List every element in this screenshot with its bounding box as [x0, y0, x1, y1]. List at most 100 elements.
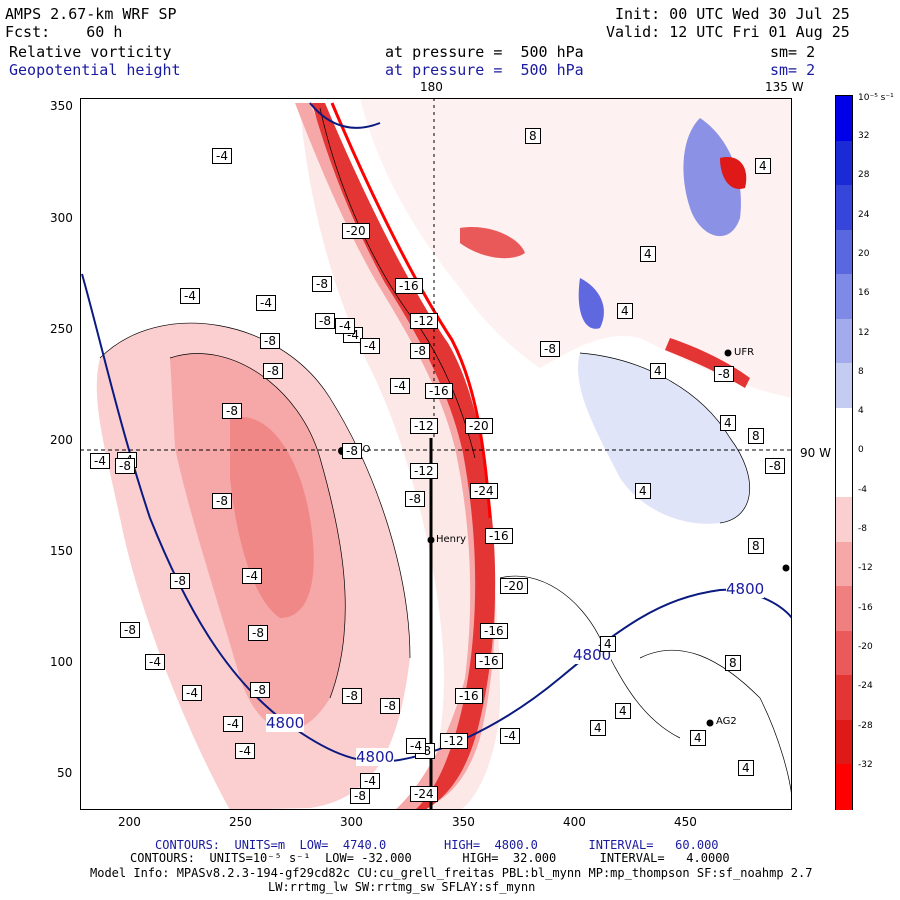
station-ag2-marker [706, 719, 714, 727]
vorticity-contour-label: -16 [475, 653, 503, 669]
vorticity-contour-label: -8 [115, 458, 135, 474]
vorticity-contour-label: -8 [405, 491, 425, 507]
field2-level: at pressure = 500 hPa [385, 61, 584, 79]
vorticity-contour-label: -8 [170, 573, 190, 589]
colorbar-tick-label: 32 [858, 131, 870, 141]
plot-frame [80, 98, 792, 810]
colorbar-tick-label: 20 [858, 248, 870, 259]
colorbar-bin [836, 675, 852, 721]
colorbar-tick-label: 0 [858, 445, 864, 456]
vorticity-contour-label: -8 [248, 625, 268, 641]
vorticity-contour-label: 4 [600, 636, 616, 652]
y-tick: 300 [50, 211, 73, 225]
colorbar-bin [836, 185, 852, 231]
vorticity-contour-label: 8 [725, 655, 741, 671]
vorticity-contour-label: 4 [755, 158, 771, 174]
colorbar-tick-label: -4 [858, 484, 867, 495]
colorbar-bin [836, 318, 852, 364]
height-label: 4800 [266, 714, 305, 732]
vorticity-contour-label: -4 [223, 716, 243, 732]
station-ufr-label: UFR [734, 347, 755, 358]
y-tick: 250 [50, 322, 73, 336]
model-info-line2: LW:rrtmg_lw SW:rrtmg_sw SFLAY:sf_mynn [268, 880, 536, 894]
meridian-180-label: 180 [420, 80, 443, 94]
colorbar-bin [836, 719, 852, 765]
colorbar-tick-label: -8 [858, 524, 867, 534]
vorticity-contour-label: -8 [222, 403, 242, 419]
vorticity-contour-label: -8 [342, 688, 362, 704]
vorticity-contour-label: -16 [395, 278, 423, 294]
y-tick: 200 [50, 433, 73, 447]
vorticity-contour-label: -8 [410, 343, 430, 359]
vorticity-contour-label: -4 [182, 685, 202, 701]
colorbar-tick-label: 28 [858, 170, 870, 181]
station-henry-marker [427, 536, 435, 544]
vorticity-contour-label: -8 [120, 622, 140, 638]
vorticity-contour-label: -4 [406, 738, 426, 754]
colorbar-tick-label: -24 [858, 681, 873, 692]
x-tick: 250 [229, 815, 252, 829]
colorbar-bin [836, 274, 852, 320]
x-tick: 400 [563, 815, 586, 829]
vorticity-contour-label: 4 [720, 415, 736, 431]
vorticity-contour-label: -16 [485, 528, 513, 544]
vorticity-contour-label: -4 [360, 773, 380, 789]
field2-smoothing: sm= 2 [770, 61, 816, 79]
vorticity-contour-label: -4 [256, 295, 276, 311]
y-tick: 100 [50, 655, 73, 669]
vorticity-contour-label: 4 [635, 483, 651, 499]
vorticity-contour-label: -12 [410, 313, 438, 329]
colorbar-bin [836, 630, 852, 676]
colorbar-units: 10⁻⁵ s⁻¹ [858, 93, 894, 103]
vorticity-contour-label: -4 [500, 728, 520, 744]
forecast-hour: Fcst: 60 h [5, 23, 123, 41]
meridian-90w-label: 90 W [800, 446, 831, 460]
vorticity-contour-label: -4 [145, 654, 165, 670]
vorticity-contour-label: 4 [738, 760, 754, 776]
vorticity-contour-label: -4 [390, 378, 410, 394]
vorticity-contour-label: -12 [410, 418, 438, 434]
colorbar-tick-label: -16 [858, 602, 873, 613]
colorbar [835, 95, 853, 810]
vorticity-contour-label: -20 [465, 418, 493, 434]
vorticity-contour-label: 8 [748, 538, 764, 554]
vorticity-contour-label: -24 [410, 786, 438, 802]
vorticity-contour-label: -24 [470, 483, 498, 499]
vorticity-contour-label: -8 [312, 276, 332, 292]
colorbar-bin [836, 764, 852, 810]
y-tick: 150 [50, 544, 73, 558]
height-label: 4800 [356, 748, 395, 766]
valid-time: Valid: 12 UTC Fri 01 Aug 25 [606, 23, 850, 41]
colorbar-bin [836, 140, 852, 186]
y-tick: 350 [50, 99, 73, 113]
vorticity-contour-label: -8 [250, 682, 270, 698]
vorticity-contour-label: -8 [212, 493, 232, 509]
colorbar-bin [836, 541, 852, 587]
height-contour-info: CONTOURS: UNITS=m LOW= 4740.0 HIGH= 4800… [155, 838, 719, 852]
height-label: 4800 [726, 580, 765, 598]
vorticity-contour-label: -8 [765, 458, 785, 474]
vorticity-contour-label: 8 [525, 128, 541, 144]
vorticity-contour-label: -8 [540, 341, 560, 357]
x-tick: 200 [118, 815, 141, 829]
field1-level: at pressure = 500 hPa [385, 43, 584, 61]
vorticity-contour-label: -4 [335, 318, 355, 334]
vorticity-contour-label: -4 [360, 338, 380, 354]
vorticity-contour-label: -4 [212, 148, 232, 164]
vorticity-contour-label: 4 [590, 720, 606, 736]
colorbar-bin [836, 363, 852, 409]
model-title: AMPS 2.67-km WRF SP [5, 5, 177, 23]
station-edge-marker [782, 564, 790, 572]
colorbar-tick-label: 24 [858, 209, 870, 220]
colorbar-bin [836, 452, 852, 498]
colorbar-bin [836, 229, 852, 275]
colorbar-tick-label: 4 [858, 406, 864, 417]
vorticity-contour-label: -4 [90, 453, 110, 469]
vorticity-contour-label: -8 [342, 443, 362, 459]
station-ufr-marker [724, 349, 732, 357]
vorticity-contour-label: -12 [440, 733, 468, 749]
y-tick: 50 [57, 766, 73, 780]
vorticity-contour-label: -4 [242, 568, 262, 584]
vorticity-contour-label: -20 [342, 223, 370, 239]
colorbar-tick-label: -12 [858, 563, 873, 574]
